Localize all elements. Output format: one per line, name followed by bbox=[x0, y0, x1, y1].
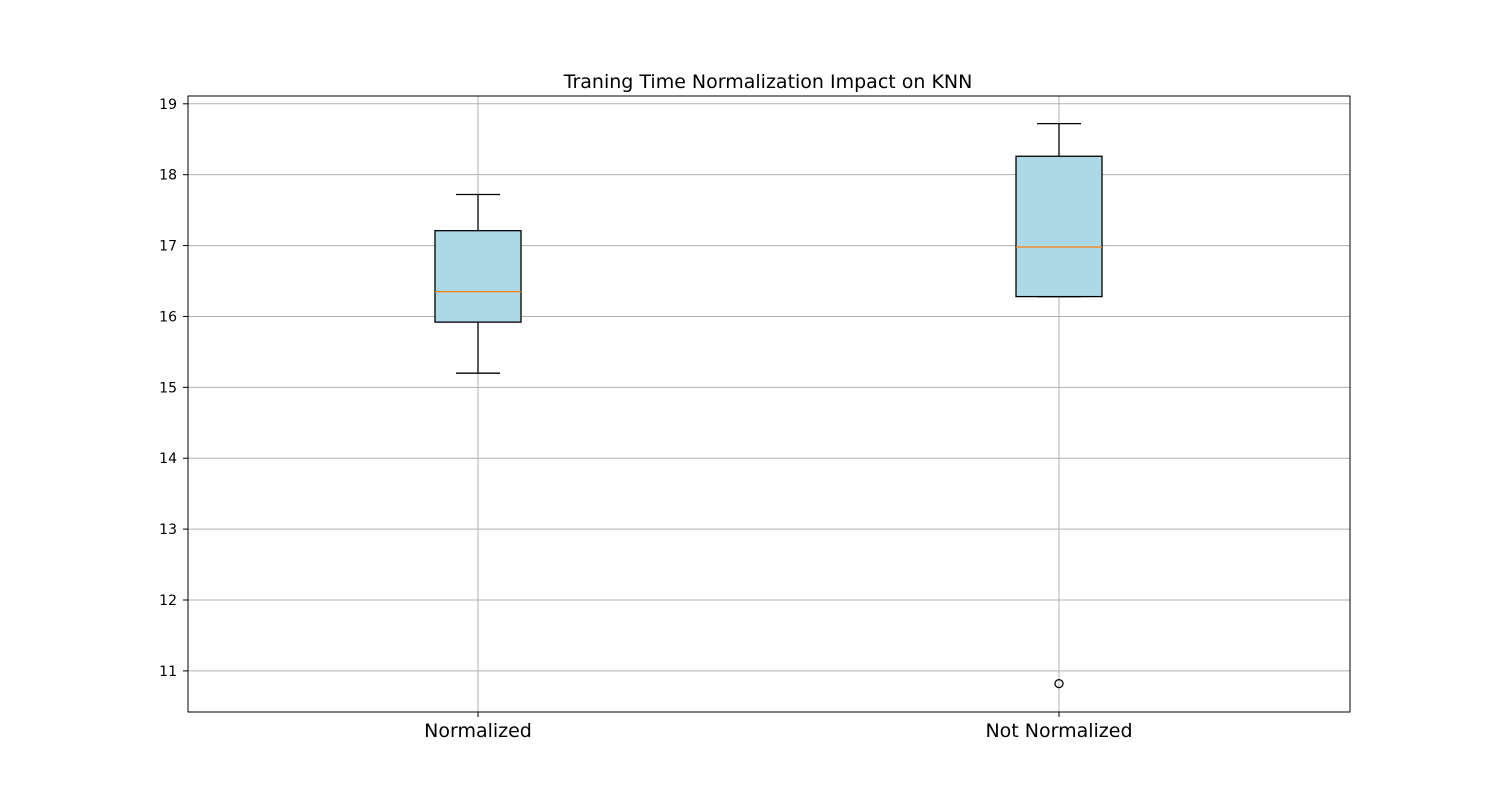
box-group-normalized bbox=[434, 193, 522, 374]
y-tick-label: 18 bbox=[159, 168, 177, 184]
y-tick-label: 16 bbox=[159, 309, 177, 325]
y-tick-label: 19 bbox=[159, 97, 177, 113]
outlier-point bbox=[1054, 678, 1064, 689]
box-body bbox=[1015, 155, 1103, 298]
x-tick-label: Not Normalized bbox=[985, 720, 1132, 742]
box-body bbox=[434, 230, 522, 323]
y-tick-label: 12 bbox=[159, 593, 177, 609]
x-tick-label: Normalized bbox=[424, 720, 532, 742]
boxes bbox=[434, 122, 1103, 689]
y-tick-label: 15 bbox=[159, 380, 177, 396]
box-group-not-normalized bbox=[1015, 122, 1103, 689]
y-tick-label: 11 bbox=[159, 664, 177, 680]
plot-frame bbox=[187, 95, 1351, 713]
axes bbox=[183, 95, 1351, 717]
tick-labels: 11 12 13 14 15 16 17 18 19 Normalized Not Normaliz… bbox=[159, 97, 1132, 742]
y-tick-label: 14 bbox=[159, 451, 177, 467]
y-tick-label: 13 bbox=[159, 522, 177, 538]
chart-title: Traning Time Normalization Impact on KNN bbox=[563, 71, 973, 93]
y-tick-label: 17 bbox=[159, 239, 177, 255]
